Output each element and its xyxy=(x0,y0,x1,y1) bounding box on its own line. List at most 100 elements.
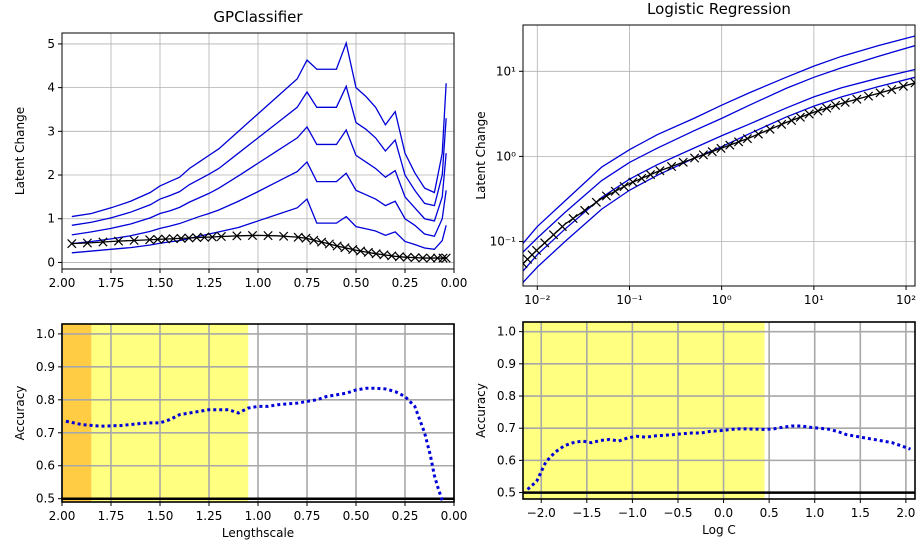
mean-marker xyxy=(438,253,448,263)
mean-marker xyxy=(176,233,186,243)
ticks: −2.0 −1.5 −1.0 −0.5 0.0 0.5 1.0 1.5 2.0 0.5 0.6 0.7… xyxy=(497,325,916,520)
mean-marker xyxy=(363,247,373,258)
mean-marker xyxy=(548,230,559,240)
mean-marker xyxy=(247,230,258,241)
mean-marker xyxy=(601,191,612,201)
mean-marker xyxy=(637,173,647,183)
series-line-0 xyxy=(71,40,447,218)
y-axis-label: Latent Change xyxy=(474,111,488,199)
x-tick-label: 1.25 xyxy=(196,276,223,290)
y-tick-label: 10⁰ xyxy=(496,149,516,163)
y-tick-label: 0.5 xyxy=(497,486,516,500)
mean-marker xyxy=(207,232,217,242)
mean-marker xyxy=(160,234,171,244)
y-tick-label: 0.7 xyxy=(497,421,516,435)
mean-marker xyxy=(678,157,688,167)
axes-frame xyxy=(522,321,916,500)
mean-marker xyxy=(199,232,210,242)
y-tick-label: 1.0 xyxy=(497,325,516,339)
mean-marker xyxy=(822,103,832,113)
series-line-0 xyxy=(523,35,915,244)
mean-marker xyxy=(725,140,735,150)
mean-marker xyxy=(777,119,787,130)
y-tick-label: 10¹ xyxy=(496,64,516,78)
x-tick-label: 0.00 xyxy=(441,276,468,290)
mean-marker xyxy=(813,106,823,116)
series-line-0 xyxy=(526,424,911,491)
x-tick-label: 1.25 xyxy=(196,509,223,523)
series-line-2 xyxy=(71,125,447,236)
series-line-0 xyxy=(65,386,444,501)
mean-marker xyxy=(410,253,420,263)
x-tick-label: 0.0 xyxy=(714,506,733,520)
mean-marker xyxy=(666,161,677,172)
x-axis-label: Log C xyxy=(702,523,736,537)
y-tick-label: 3 xyxy=(47,124,55,138)
x-tick-label: −2.0 xyxy=(527,506,556,520)
chart-title: GPClassifier xyxy=(213,8,303,26)
x-axis-label: Lengthscale xyxy=(222,526,294,540)
mean-marker xyxy=(765,124,775,134)
highlight-region-0 xyxy=(523,322,765,499)
mean-marker xyxy=(153,234,163,245)
mean-marker xyxy=(795,112,805,122)
y-tick-label: 1.0 xyxy=(36,327,55,341)
mean-marker xyxy=(580,205,590,216)
mean-marker xyxy=(324,239,334,249)
y-axis-label: Accuracy xyxy=(474,383,488,438)
mean-marker xyxy=(98,237,108,247)
chart-gp-latent: 2.00 1.75 1.50 1.25 1.00 0.75 0.50 0.25 0.00 0 1 2 3… xyxy=(13,8,467,290)
x-tick-label: 0.25 xyxy=(392,509,419,523)
y-tick-label: 0.8 xyxy=(36,393,55,407)
x-tick-label: 0.25 xyxy=(392,276,419,290)
y-tick-label: 2 xyxy=(47,168,55,182)
mean-marker xyxy=(279,231,289,241)
mean-marker xyxy=(426,253,436,263)
y-tick-label: 0.6 xyxy=(36,459,55,473)
mean-marker xyxy=(887,84,897,95)
mean-marker xyxy=(707,146,717,157)
x-tick-label: 1.5 xyxy=(851,506,870,520)
mean-marker xyxy=(531,245,542,256)
y-tick-label: 0.9 xyxy=(497,357,516,371)
x-tick-label: 1.75 xyxy=(98,509,125,523)
chart-lr-accuracy: −2.0 −1.5 −1.0 −0.5 0.0 0.5 1.0 1.5 2.0 0.5 0.6 0.7… xyxy=(474,321,916,537)
mean-marker xyxy=(168,234,178,244)
mean-marker xyxy=(232,231,242,241)
mean-marker xyxy=(441,253,451,263)
chart-lr-latent: 10⁻² 10⁻¹ 10⁰ 10¹ 10² 10⁻¹ 10⁰ 10¹ Logistic Regr… xyxy=(474,0,917,307)
y-tick-label: 5 xyxy=(47,37,55,51)
x-tick-label: 1.50 xyxy=(147,509,174,523)
mean-marker xyxy=(619,181,629,192)
mean-marker xyxy=(418,253,428,263)
mean-marker xyxy=(129,235,139,246)
x-tick-label: 2.00 xyxy=(49,509,76,523)
mean-marker xyxy=(733,137,744,147)
y-tick-label: 0.9 xyxy=(36,360,55,374)
mean-marker xyxy=(82,238,93,248)
mean-marker xyxy=(387,251,397,261)
mean-marker xyxy=(786,115,797,126)
mean-marker xyxy=(804,109,814,119)
series-group xyxy=(523,35,915,283)
mean-marker xyxy=(113,236,124,246)
mean-marker xyxy=(591,197,601,207)
chart-gp-accuracy: 2.00 1.75 1.50 1.25 1.00 0.75 0.50 0.25 0.00 0.5 0… xyxy=(13,323,467,540)
mean-marker xyxy=(875,88,885,98)
highlight-region-0 xyxy=(62,324,92,502)
series-line-1 xyxy=(523,45,915,253)
x-tick-label: 0.50 xyxy=(343,276,370,290)
x-tick-label: −1.5 xyxy=(572,506,601,520)
ticks: 10⁻² 10⁻¹ 10⁰ 10¹ 10² 10⁻¹ 10⁰ 10¹ xyxy=(490,64,917,307)
highlight-region-1 xyxy=(91,324,249,502)
mean-marker xyxy=(145,235,155,245)
mean-marker xyxy=(610,186,620,196)
mean-marker xyxy=(184,233,194,243)
mean-marker xyxy=(742,134,753,144)
y-tick-label: 0.8 xyxy=(497,389,516,403)
mean-marker xyxy=(645,170,656,180)
ticks: 2.00 1.75 1.50 1.25 1.00 0.75 0.50 0.25 0.00 0.5 0… xyxy=(36,327,467,523)
x-tick-label: 0.00 xyxy=(441,509,468,523)
mean-marker xyxy=(557,222,567,232)
mean-marker xyxy=(355,246,366,256)
